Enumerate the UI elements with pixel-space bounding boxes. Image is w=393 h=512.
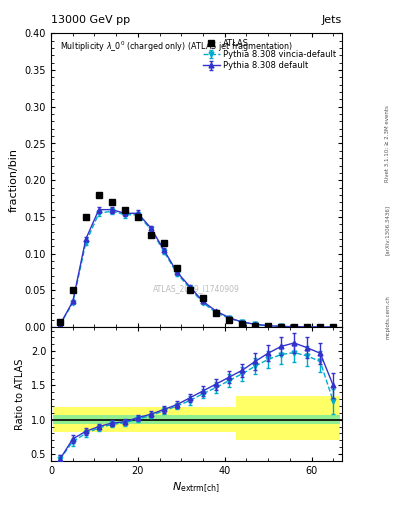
- ATLAS: [110, 199, 114, 205]
- ATLAS: [174, 265, 179, 271]
- ATLAS: [187, 287, 192, 293]
- ATLAS: [162, 240, 166, 246]
- Text: Multiplicity $\lambda$_0$^0$ (charged only) (ATLAS jet fragmentation): Multiplicity $\lambda$_0$^0$ (charged on…: [60, 39, 293, 54]
- Text: ATLAS_2019_I1740909: ATLAS_2019_I1740909: [153, 285, 240, 293]
- Text: Rivet 3.1.10; ≥ 2.3M events: Rivet 3.1.10; ≥ 2.3M events: [385, 105, 390, 182]
- ATLAS: [279, 324, 283, 330]
- ATLAS: [227, 317, 231, 323]
- Text: mcplots.cern.ch: mcplots.cern.ch: [385, 295, 390, 339]
- ATLAS: [318, 324, 323, 330]
- ATLAS: [253, 323, 257, 329]
- ATLAS: [57, 319, 62, 325]
- X-axis label: $N_{\mathrm{extrm[ch]}}$: $N_{\mathrm{extrm[ch]}}$: [173, 481, 220, 496]
- ATLAS: [331, 324, 336, 330]
- Y-axis label: Ratio to ATLAS: Ratio to ATLAS: [15, 358, 25, 430]
- ATLAS: [201, 295, 206, 301]
- Text: 13000 GeV pp: 13000 GeV pp: [51, 14, 130, 25]
- Line: ATLAS: ATLAS: [57, 192, 336, 330]
- ATLAS: [266, 324, 270, 330]
- Text: [arXiv:1306.3436]: [arXiv:1306.3436]: [385, 205, 390, 255]
- ATLAS: [96, 192, 101, 198]
- ATLAS: [70, 287, 75, 293]
- ATLAS: [149, 232, 153, 239]
- ATLAS: [292, 324, 297, 330]
- ATLAS: [123, 206, 127, 212]
- Legend: ATLAS, Pythia 8.308 vincia-default, Pythia 8.308 default: ATLAS, Pythia 8.308 vincia-default, Pyth…: [200, 36, 340, 74]
- Y-axis label: fraction/bin: fraction/bin: [9, 148, 19, 212]
- ATLAS: [305, 324, 310, 330]
- ATLAS: [136, 214, 140, 220]
- Text: Jets: Jets: [321, 14, 342, 25]
- ATLAS: [214, 309, 219, 315]
- ATLAS: [240, 321, 244, 327]
- ATLAS: [83, 214, 88, 220]
